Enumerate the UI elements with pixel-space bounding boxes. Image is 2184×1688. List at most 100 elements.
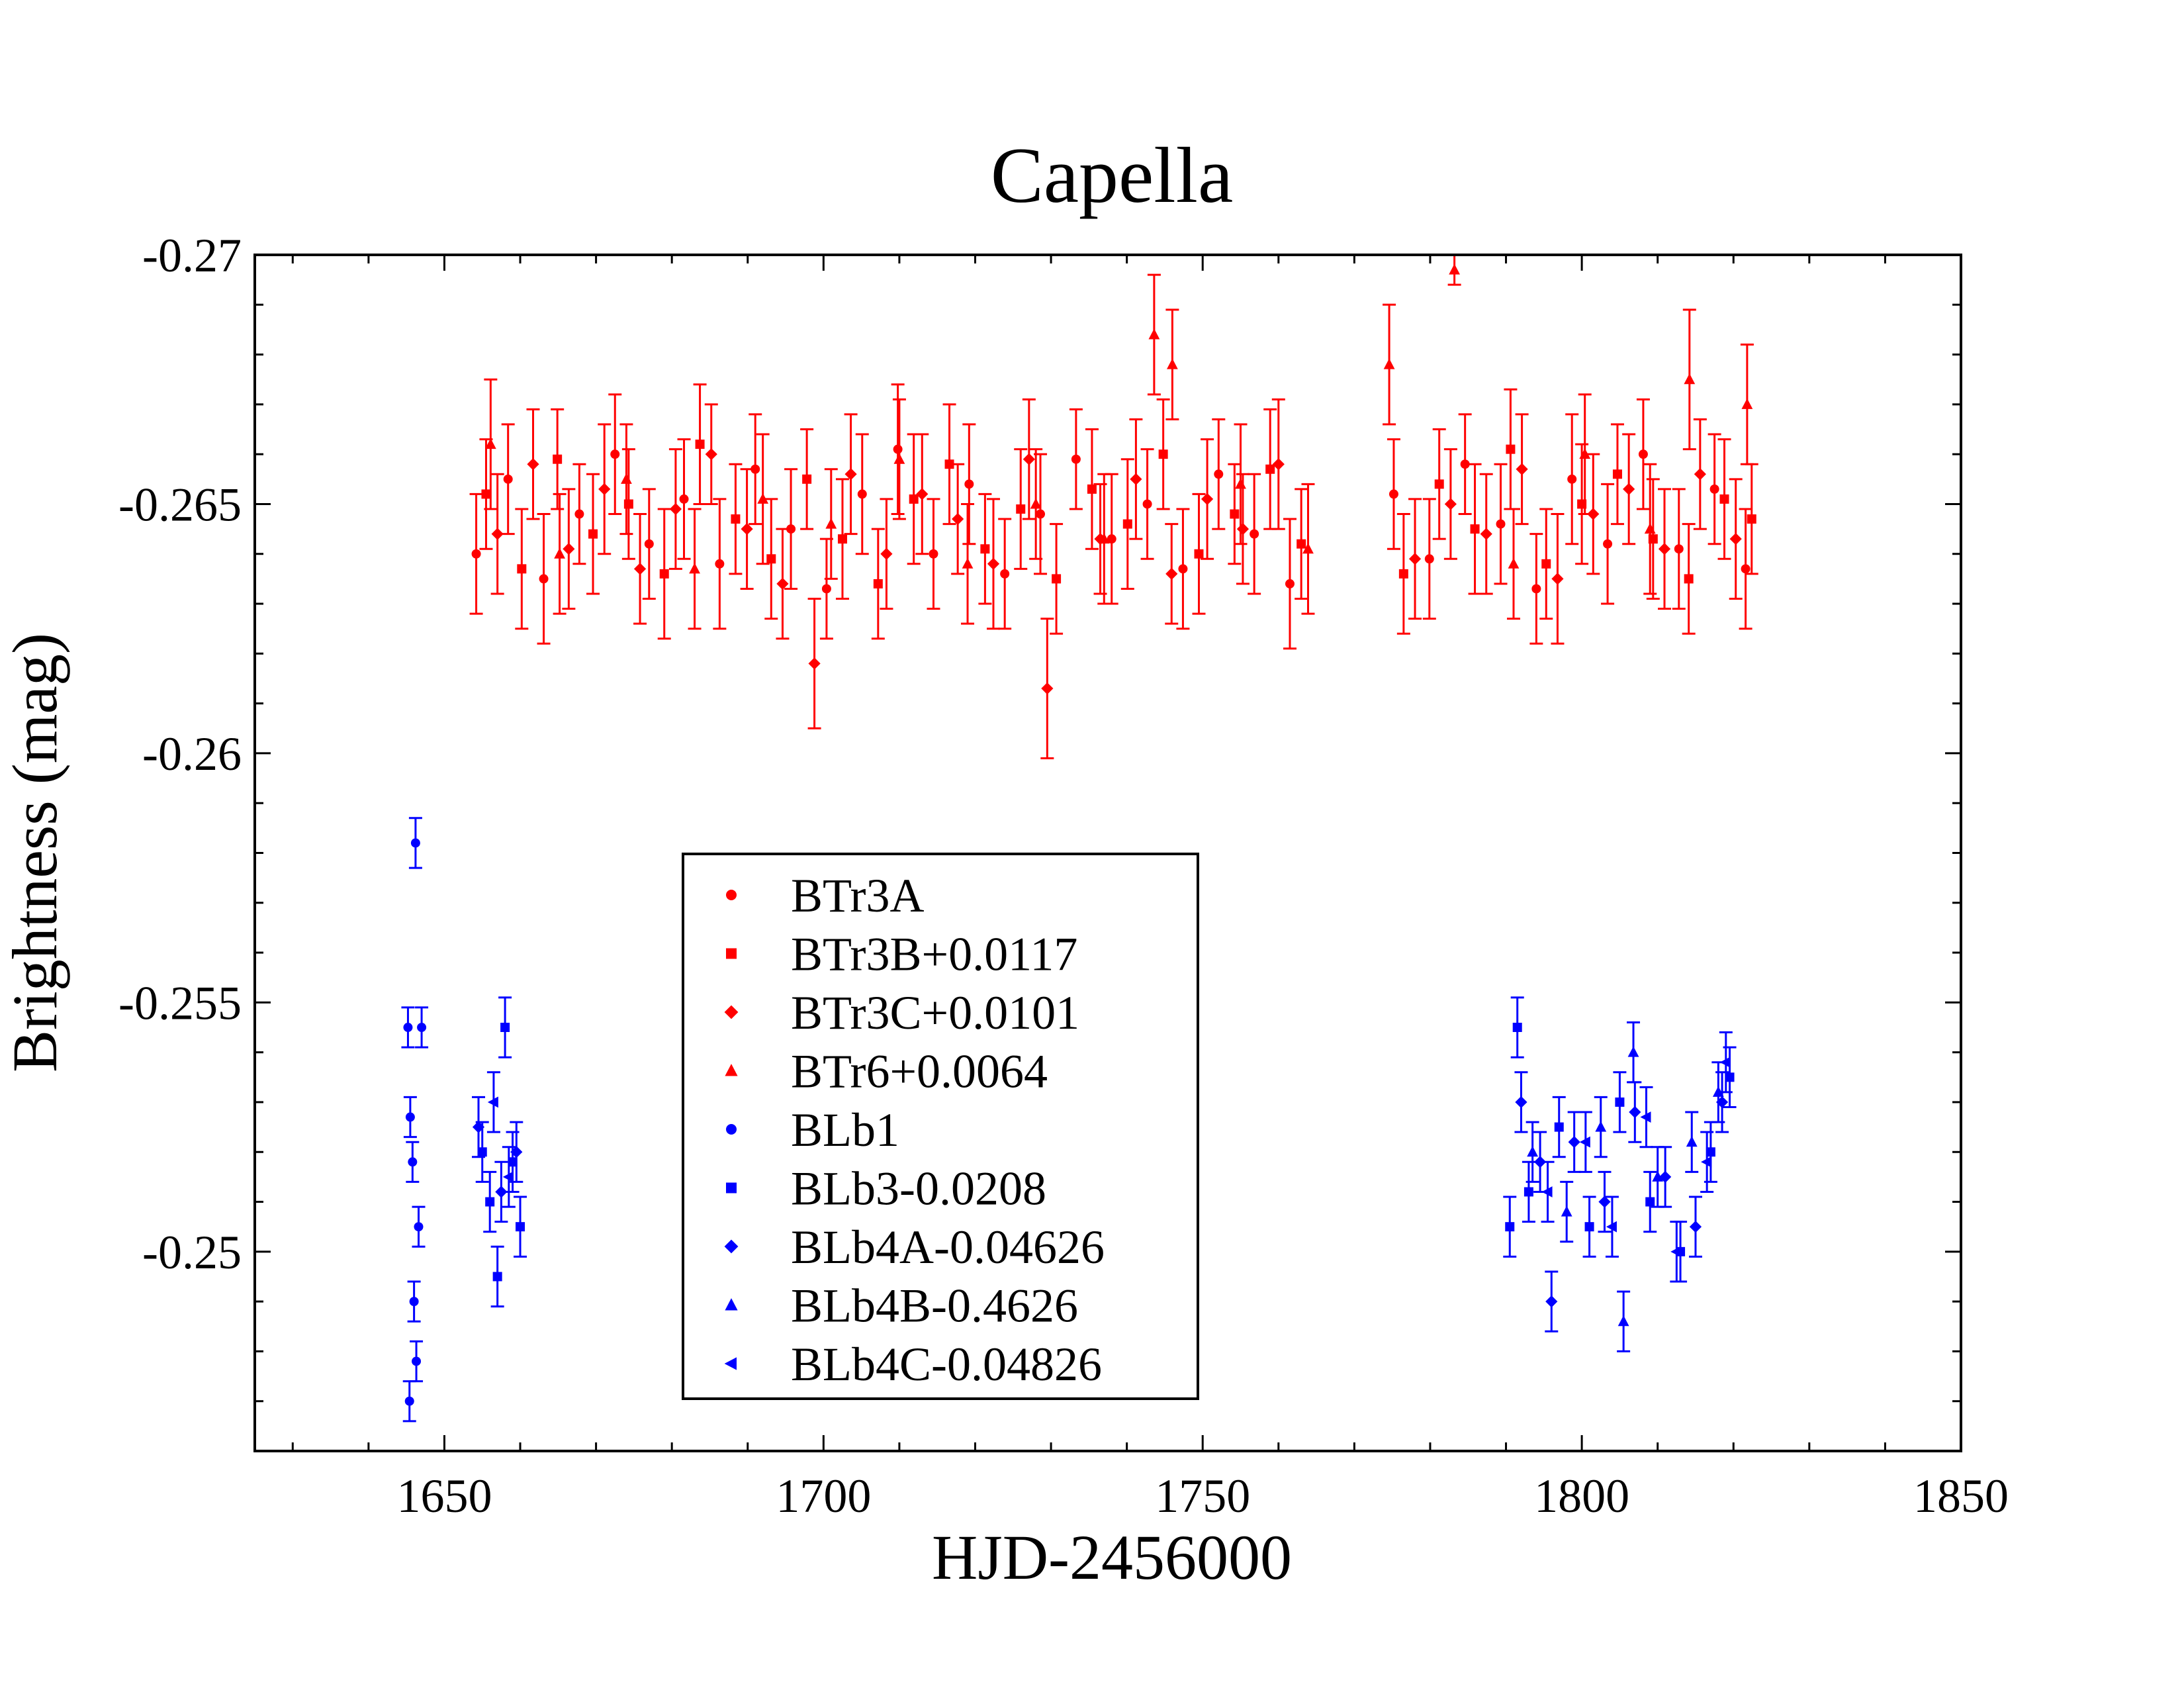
- series-2: [490, 398, 1743, 759]
- data-point: [1541, 1186, 1553, 1197]
- data-point: [1496, 519, 1506, 529]
- data-point: [1644, 523, 1656, 534]
- data-point: [766, 554, 776, 564]
- series-7: [1525, 1021, 1725, 1352]
- data-point: [1230, 509, 1240, 519]
- y-tick-label: -0.27: [142, 229, 242, 282]
- x-tick-label: 1750: [1155, 1470, 1250, 1523]
- data-point: [1107, 534, 1116, 544]
- data-point: [1250, 529, 1259, 539]
- legend-label: BLb3-0.0208: [791, 1162, 1046, 1215]
- data-point: [1627, 1046, 1639, 1057]
- legend-item: BLb3-0.0208: [726, 1162, 1046, 1215]
- legend-item: BLb4A-0.04626: [724, 1221, 1105, 1274]
- data-point: [1689, 1221, 1702, 1233]
- data-point: [1674, 544, 1684, 554]
- y-tick-label: -0.255: [118, 976, 242, 1029]
- data-point: [477, 1147, 487, 1157]
- y-axis-label: Brightness (mag): [0, 633, 70, 1072]
- data-point: [1302, 543, 1314, 554]
- data-point: [1016, 504, 1026, 514]
- data-point: [1434, 479, 1444, 489]
- data-point: [1684, 574, 1694, 584]
- x-tick-label: 1700: [776, 1470, 871, 1523]
- data-point: [1505, 1222, 1515, 1232]
- legend-marker: [726, 1182, 737, 1194]
- data-point: [1568, 1136, 1580, 1149]
- data-point: [1623, 483, 1635, 495]
- data-point: [916, 488, 929, 500]
- data-point: [757, 492, 769, 504]
- legend-box: [682, 853, 1199, 1400]
- data-point: [679, 494, 689, 504]
- data-point: [944, 459, 954, 469]
- data-point: [414, 1222, 424, 1232]
- data-point: [1741, 398, 1753, 409]
- data-point: [1130, 473, 1142, 485]
- data-point: [844, 468, 857, 481]
- data-point: [1398, 569, 1408, 579]
- series-8: [486, 1031, 1733, 1283]
- data-point: [1579, 1136, 1590, 1148]
- data-point: [1709, 484, 1719, 494]
- data-point: [857, 489, 867, 499]
- data-point: [1606, 1221, 1617, 1233]
- data-point: [659, 569, 669, 579]
- data-point: [1686, 1136, 1698, 1147]
- data-point: [1645, 1197, 1655, 1207]
- data-point: [1166, 358, 1178, 369]
- data-point: [1719, 1056, 1731, 1068]
- data-point: [539, 574, 549, 584]
- data-point: [471, 549, 481, 559]
- data-point: [987, 557, 1000, 570]
- data-point: [741, 523, 753, 536]
- y-tick-label: -0.25: [142, 1226, 242, 1279]
- x-tick-label: 1850: [1913, 1470, 2009, 1523]
- data-point: [1579, 448, 1591, 459]
- legend-label: BTr3C+0.0101: [791, 986, 1079, 1039]
- data-point: [1036, 509, 1046, 519]
- data-point: [1516, 463, 1528, 475]
- legend-marker: [726, 948, 737, 959]
- data-point: [705, 448, 717, 461]
- plot-marks: [401, 254, 1758, 1423]
- data-point: [1545, 1295, 1558, 1308]
- data-point: [1729, 533, 1742, 545]
- legend-marker: [724, 1005, 739, 1019]
- data-point: [1670, 1246, 1682, 1258]
- data-point: [633, 563, 647, 575]
- series-1: [479, 383, 1758, 640]
- data-point: [1023, 453, 1035, 465]
- series-0: [469, 383, 1752, 650]
- data-point: [472, 1121, 485, 1133]
- data-point: [1000, 569, 1010, 579]
- data-point: [484, 438, 496, 449]
- legend-item: BTr3A: [726, 869, 924, 922]
- data-point: [1524, 1187, 1533, 1197]
- data-point: [1508, 557, 1520, 569]
- data-point: [405, 1112, 415, 1122]
- data-point: [417, 1023, 427, 1033]
- data-point: [1071, 454, 1081, 464]
- data-point: [1383, 358, 1395, 369]
- data-point: [644, 539, 654, 549]
- data-point: [821, 584, 831, 594]
- data-point: [1098, 533, 1110, 544]
- data-point: [1444, 498, 1457, 510]
- data-point: [1561, 1205, 1572, 1217]
- data-point: [808, 657, 821, 670]
- data-point: [980, 544, 990, 554]
- data-point: [1480, 528, 1492, 540]
- data-point: [495, 1186, 508, 1198]
- data-point: [731, 514, 741, 524]
- legend-item: BLb4C-0.04826: [724, 1338, 1102, 1391]
- data-point: [1142, 499, 1152, 509]
- legend-item: BLb4B-0.4626: [725, 1280, 1078, 1333]
- legend-marker: [726, 1124, 737, 1135]
- data-point: [1567, 474, 1577, 484]
- series-5: [475, 996, 1737, 1308]
- data-point: [1712, 1086, 1724, 1097]
- data-point: [1617, 1315, 1629, 1327]
- data-point: [1235, 478, 1246, 489]
- data-point: [1148, 328, 1160, 340]
